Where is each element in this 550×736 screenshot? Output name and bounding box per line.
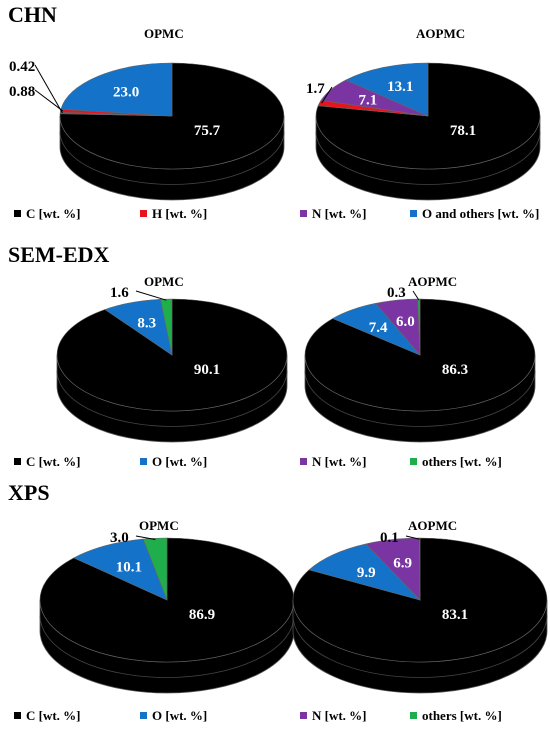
slice-label: 10.1 bbox=[116, 559, 142, 575]
legend-swatch-others bbox=[410, 712, 417, 719]
section-title: CHN bbox=[8, 2, 57, 27]
slice-label: 0.1 bbox=[380, 530, 399, 546]
legend-swatch-others bbox=[410, 458, 417, 465]
legend-swatch-c bbox=[14, 712, 21, 719]
pie-slice-c bbox=[39, 537, 295, 663]
slice-label: 6.0 bbox=[396, 314, 415, 330]
slice-label: 23.0 bbox=[113, 84, 139, 100]
section-title: SEM-EDX bbox=[8, 242, 110, 267]
pie-side-line bbox=[304, 370, 536, 427]
pie-title: AOPMC bbox=[416, 26, 465, 41]
pie-slice-c bbox=[292, 537, 548, 663]
callout-line bbox=[34, 64, 63, 114]
pie-chart-aopmc: 86.3 7.4 6.0 0.3 bbox=[304, 285, 536, 443]
legend-swatch-o bbox=[140, 712, 147, 719]
slice-label: 1.7 bbox=[306, 81, 325, 97]
pie-slice-others bbox=[160, 298, 173, 356]
pie-side-line bbox=[39, 615, 295, 678]
pie-title: OPMC bbox=[144, 274, 184, 289]
legend-swatch-n bbox=[300, 458, 307, 465]
pie-slice-others bbox=[418, 537, 421, 601]
pie-side-line bbox=[56, 370, 288, 427]
pie-chart-opmc: 90.1 8.3 1.6 bbox=[56, 285, 288, 443]
legend-swatch-c bbox=[14, 210, 21, 217]
legend-label: C [wt. %] bbox=[26, 206, 81, 221]
pie-slice-c bbox=[304, 298, 536, 412]
callout-line bbox=[412, 290, 420, 301]
pie-title: AOPMC bbox=[408, 274, 457, 289]
legend-label: others [wt. %] bbox=[422, 454, 502, 469]
pie-slice-c bbox=[56, 298, 288, 412]
slice-label: 1.6 bbox=[110, 285, 129, 301]
slice-label: 3.0 bbox=[110, 530, 129, 546]
pie-slice-o bbox=[60, 62, 173, 117]
legend-label: O and others [wt. %] bbox=[422, 206, 539, 221]
legend-swatch-n bbox=[300, 210, 307, 217]
legend-label: N [wt. %] bbox=[312, 708, 367, 723]
pie-title: OPMC bbox=[139, 518, 179, 533]
pie-slice-o bbox=[73, 538, 168, 601]
callout-line bbox=[34, 89, 64, 112]
legend-label: others [wt. %] bbox=[422, 708, 502, 723]
slice-label: 7.4 bbox=[369, 320, 388, 336]
slice-label: 13.1 bbox=[387, 79, 413, 95]
section-title: XPS bbox=[8, 480, 50, 505]
slice-label: 9.9 bbox=[357, 565, 376, 581]
pie-chart-opmc: 86.9 10.1 3.0 bbox=[39, 530, 295, 694]
slice-label: 0.3 bbox=[387, 285, 406, 301]
pie-chart-opmc: 75.7 0.42 0.88 23.0 bbox=[9, 59, 285, 201]
pie-title: OPMC bbox=[144, 26, 184, 41]
pie-side-line bbox=[292, 615, 548, 678]
legend-swatch-c bbox=[14, 458, 21, 465]
pie-slice-o bbox=[308, 543, 421, 601]
slice-label: 0.88 bbox=[9, 84, 35, 100]
pie-slice-others bbox=[142, 537, 168, 601]
slice-label: 75.7 bbox=[194, 123, 221, 139]
slice-label: 78.1 bbox=[450, 123, 476, 139]
pie-chart-aopmc: 83.1 9.9 6.9 0.1 bbox=[292, 530, 548, 694]
legend-label: O [wt. %] bbox=[152, 708, 207, 723]
pie-side-line bbox=[315, 131, 541, 185]
slice-label: 83.1 bbox=[442, 607, 468, 623]
legend-label: H [wt. %] bbox=[152, 206, 207, 221]
slice-label: 86.3 bbox=[442, 362, 468, 378]
slice-label: 8.3 bbox=[137, 316, 156, 332]
legend-label: N [wt. %] bbox=[312, 206, 367, 221]
slice-label: 86.9 bbox=[189, 607, 215, 623]
slice-label: 6.9 bbox=[393, 556, 412, 572]
callout-line bbox=[135, 290, 167, 301]
pie-title: AOPMC bbox=[408, 518, 457, 533]
legend-label: C [wt. %] bbox=[26, 708, 81, 723]
pie-side-line bbox=[59, 131, 285, 185]
legend-swatch-o bbox=[140, 458, 147, 465]
legend-swatch-o bbox=[410, 210, 417, 217]
legend-swatch-h bbox=[140, 210, 147, 217]
legend-label: N [wt. %] bbox=[312, 454, 367, 469]
slice-label: 7.1 bbox=[359, 93, 378, 109]
callout-line bbox=[321, 86, 333, 104]
callout-line bbox=[405, 535, 420, 540]
legend-swatch-n bbox=[300, 712, 307, 719]
legend-label: O [wt. %] bbox=[152, 454, 207, 469]
slice-label: 90.1 bbox=[194, 362, 220, 378]
pie-chart-aopmc: 78.1 1.7 7.1 13.1 bbox=[306, 62, 541, 201]
pie-slice-o bbox=[345, 62, 429, 117]
legend-label: C [wt. %] bbox=[26, 454, 81, 469]
slice-label: 0.42 bbox=[9, 59, 35, 75]
callout-line bbox=[135, 535, 156, 541]
